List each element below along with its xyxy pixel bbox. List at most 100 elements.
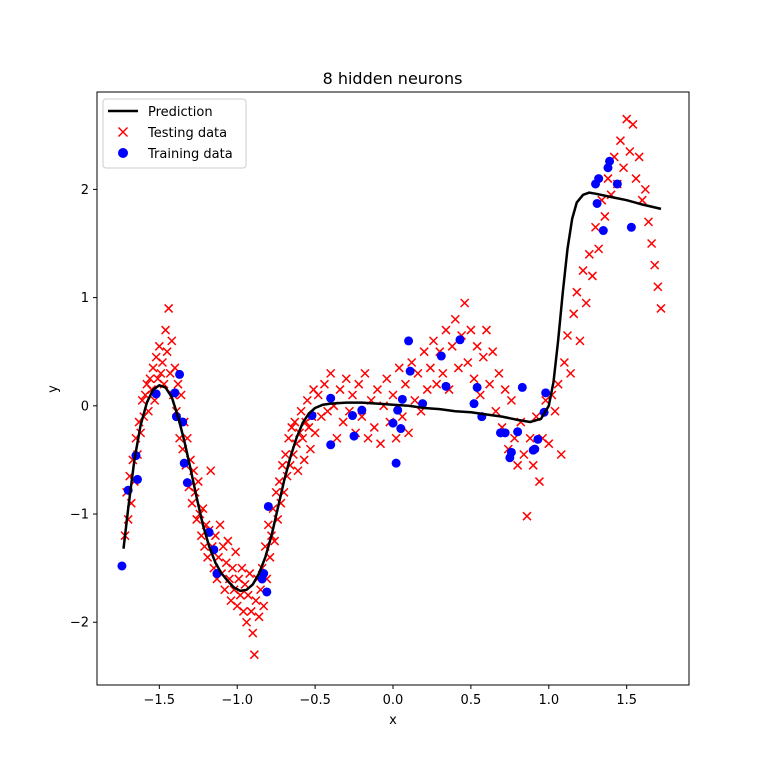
testing-data-point [619, 163, 629, 173]
testing-data-point [206, 466, 216, 476]
testing-data-point [280, 449, 291, 460]
testing-data-point [513, 460, 523, 470]
testing-data-point [519, 449, 529, 460]
testing-data-series [120, 114, 666, 660]
testing-data-point [156, 368, 166, 378]
legend-circle-marker [118, 148, 128, 158]
testing-data-point [522, 511, 532, 521]
testing-data-point [193, 477, 203, 487]
training-data-point [388, 418, 398, 428]
testing-data-point [584, 249, 594, 259]
testing-data-point [240, 579, 250, 589]
y-tick-label: 1 [81, 291, 89, 306]
training-data-point [357, 405, 367, 415]
testing-data-point [556, 449, 566, 460]
testing-data-point [215, 520, 225, 530]
testing-data-point [335, 385, 345, 395]
training-data-point [263, 501, 273, 511]
y-tick-label: 2 [81, 183, 89, 198]
testing-data-point [491, 406, 501, 416]
x-axis-label: x [389, 713, 397, 728]
training-data-point [455, 335, 465, 345]
testing-data-point [453, 363, 463, 373]
testing-data-point [293, 466, 303, 476]
testing-data-point [299, 455, 309, 465]
testing-data-point [441, 325, 451, 335]
testing-data-point [566, 368, 576, 378]
testing-data-point [154, 341, 164, 351]
testing-data-point [243, 590, 253, 600]
testing-data-point [274, 477, 284, 487]
training-data-point [513, 427, 523, 437]
testing-data-point [578, 266, 588, 276]
testing-data-point [357, 412, 367, 422]
training-data-point [326, 440, 336, 450]
training-data-point [533, 434, 543, 444]
testing-data-point [559, 357, 569, 368]
training-data-point [530, 444, 540, 454]
testing-data-point [376, 439, 386, 449]
testing-data-point [223, 536, 233, 546]
testing-data-point [162, 347, 172, 357]
testing-data-point [246, 606, 256, 616]
testing-data-point [228, 563, 238, 573]
training-data-point [405, 366, 415, 376]
training-data-point [393, 405, 403, 415]
testing-data-point [581, 298, 591, 308]
testing-data-point [369, 422, 379, 432]
testing-data-point [302, 395, 312, 405]
testing-data-point [254, 612, 264, 622]
testing-data-point [249, 650, 259, 660]
legend: Prediction Testing data Training data [102, 98, 247, 169]
training-data-point [605, 156, 615, 166]
training-data-point [326, 393, 336, 403]
testing-data-point [603, 174, 613, 184]
x-tick-label: 1.5 [616, 693, 637, 708]
testing-data-point [391, 433, 401, 443]
testing-data-point [425, 363, 435, 373]
testing-data-point [245, 569, 255, 579]
testing-data-point [237, 563, 247, 573]
testing-data-point [145, 374, 155, 384]
training-data-point [592, 198, 602, 208]
testing-data-point [494, 368, 504, 378]
testing-data-point [485, 379, 495, 389]
testing-data-point [296, 406, 306, 416]
training-data-point [397, 394, 407, 404]
training-data-point [441, 381, 451, 391]
training-data-point [506, 447, 516, 457]
y-tick-label: 0 [81, 399, 89, 414]
testing-data-point [363, 433, 373, 443]
testing-data-point [347, 390, 358, 400]
training-data-point [182, 478, 192, 488]
testing-data-point [413, 368, 423, 378]
testing-data-point [137, 395, 147, 405]
testing-data-point [428, 336, 439, 346]
training-data-point [626, 222, 636, 232]
testing-data-point [313, 390, 323, 400]
testing-data-point [263, 520, 273, 530]
testing-data-point [475, 390, 485, 400]
testing-data-point [587, 271, 597, 281]
testing-data-point [242, 617, 252, 627]
training-data-point [259, 569, 269, 579]
x-tick-label: 1.0 [538, 693, 559, 708]
testing-data-point [600, 211, 610, 221]
testing-data-point [167, 336, 177, 346]
testing-data-point [544, 439, 554, 449]
testing-data-point [572, 287, 582, 297]
testing-data-point [650, 260, 660, 270]
testing-data-point [643, 217, 654, 227]
testing-data-point [248, 628, 258, 638]
legend-label-testing: Testing data [147, 126, 227, 141]
x-tick-label: −0.5 [299, 693, 331, 708]
plot-area [117, 114, 666, 660]
testing-data-point [594, 244, 604, 254]
testing-data-point [388, 390, 398, 400]
testing-data-point [653, 282, 663, 292]
training-data-point [472, 382, 482, 392]
testing-data-point [656, 303, 666, 313]
training-data-point [349, 431, 359, 441]
training-data-point [404, 336, 414, 346]
